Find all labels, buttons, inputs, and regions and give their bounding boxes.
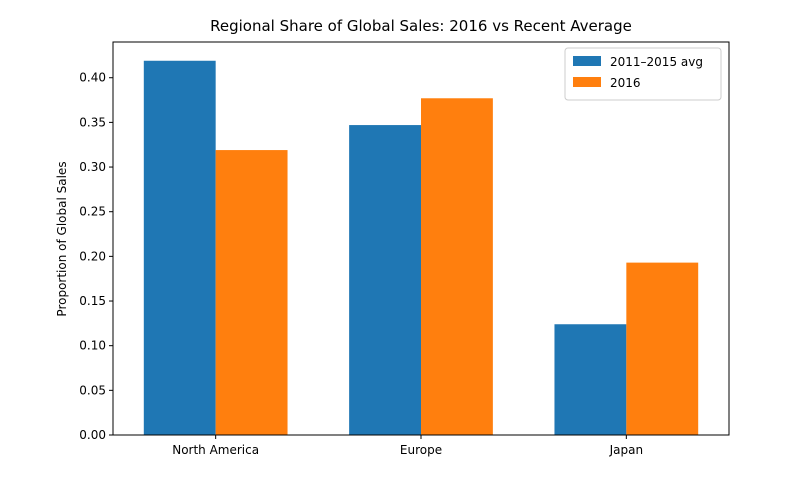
y-tick-label: 0.10 (79, 339, 106, 353)
legend-swatch (573, 77, 601, 87)
y-axis-ticks: 0.00 0.05 0.10 0.15 0.20 0.25 0.30 0.35 0.40 (79, 71, 113, 442)
y-tick-label: 0.20 (79, 249, 106, 263)
legend-label: 2011–2015 avg (610, 55, 703, 69)
y-tick-label: 0.05 (79, 383, 106, 397)
y-axis-label: Proportion of Global Sales (55, 161, 69, 316)
x-tick-label: North America (172, 443, 259, 457)
x-tick-label: Japan (609, 443, 643, 457)
y-tick-label: 0.40 (79, 71, 106, 85)
y-tick-label: 0.25 (79, 205, 106, 219)
y-tick-label: 0.00 (79, 428, 106, 442)
bar-japan-series-2 (626, 262, 699, 435)
y-tick-label: 0.35 (79, 115, 106, 129)
legend: 2011–2015 avg 2016 (564, 47, 722, 101)
legend-label: 2016 (610, 76, 641, 90)
bars-layer (143, 60, 699, 436)
chart-title: Regional Share of Global Sales: 2016 vs … (210, 17, 632, 35)
y-tick-label: 0.15 (79, 294, 106, 308)
bar-north-america-series-2 (215, 150, 288, 435)
legend-swatch (573, 56, 601, 66)
legend-box (564, 47, 722, 101)
bar-japan-series-1 (554, 324, 627, 435)
bar-europe-series-2 (421, 98, 493, 436)
x-tick-label: Europe (400, 443, 442, 457)
bar-north-america-series-1 (143, 60, 216, 436)
x-axis-ticks: North America Europe Japan (172, 435, 643, 457)
bar-europe-series-1 (349, 125, 421, 435)
plot-frame (112, 41, 730, 436)
y-tick-label: 0.30 (79, 160, 106, 174)
